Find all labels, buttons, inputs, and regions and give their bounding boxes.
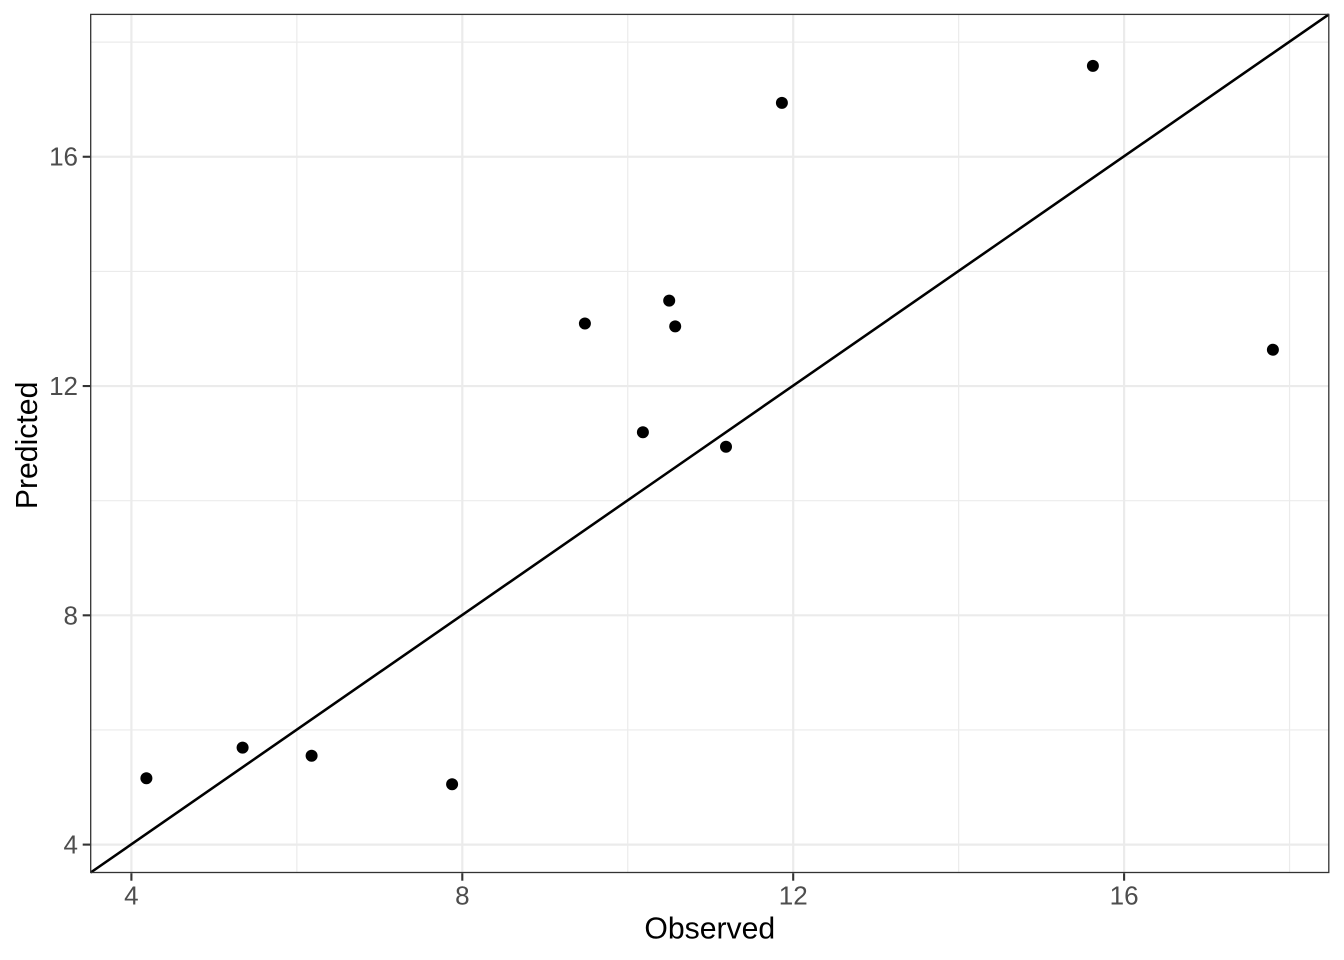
svg-text:Predicted: Predicted [11,382,44,510]
svg-text:16: 16 [1110,881,1139,911]
svg-text:Observed: Observed [644,913,775,946]
svg-text:4: 4 [64,830,78,860]
svg-text:8: 8 [455,881,469,911]
svg-text:4: 4 [124,881,138,911]
svg-text:8: 8 [64,600,78,630]
svg-text:12: 12 [779,881,808,911]
svg-text:16: 16 [49,142,78,172]
svg-text:12: 12 [49,371,78,401]
